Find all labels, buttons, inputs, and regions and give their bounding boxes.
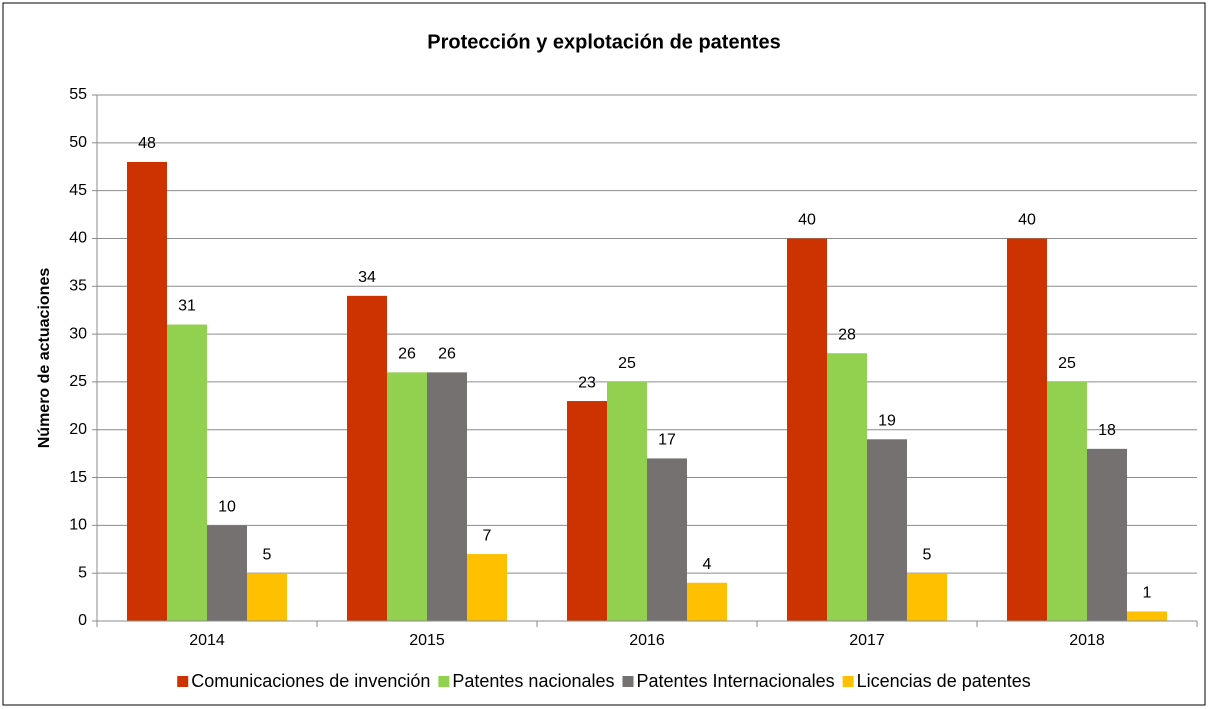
- bar: [907, 573, 947, 621]
- bar: [1007, 238, 1047, 622]
- x-tick-label: 2014: [189, 632, 225, 649]
- y-tick-label: 5: [78, 564, 87, 581]
- legend-label: Comunicaciones de invención: [191, 671, 430, 691]
- data-label: 18: [1098, 422, 1116, 439]
- data-label: 34: [358, 269, 376, 286]
- bar: [787, 238, 827, 622]
- x-tick-label: 2016: [629, 632, 665, 649]
- bar: [1047, 381, 1087, 621]
- data-label: 28: [838, 326, 856, 343]
- legend-swatch: [622, 676, 634, 687]
- bar: [607, 381, 647, 621]
- y-tick-label: 0: [78, 612, 87, 629]
- bar: [687, 582, 727, 621]
- bar: [167, 324, 207, 621]
- bar: [867, 439, 907, 621]
- bar: [387, 372, 427, 621]
- data-label: 5: [263, 546, 272, 563]
- bar: [567, 401, 607, 621]
- data-label: 48: [138, 135, 156, 152]
- bar: [347, 295, 387, 621]
- bar: [1127, 611, 1167, 621]
- data-label: 26: [438, 346, 456, 363]
- y-tick-label: 30: [69, 325, 87, 342]
- bar: [207, 525, 247, 621]
- data-label: 17: [658, 432, 676, 449]
- y-axis-label: Número de actuaciones: [36, 268, 53, 449]
- bar: [247, 573, 287, 621]
- y-tick-label: 40: [69, 230, 87, 247]
- bar: [427, 372, 467, 621]
- bar: [647, 458, 687, 621]
- legend-swatch: [438, 676, 450, 687]
- y-tick-label: 10: [69, 517, 87, 534]
- legend-label: Licencias de patentes: [857, 671, 1031, 691]
- data-label: 1: [1143, 585, 1152, 602]
- y-tick-label: 15: [69, 469, 87, 486]
- data-label: 40: [798, 212, 816, 229]
- legend-swatch: [842, 676, 854, 687]
- legend-label: Patentes Internacionales: [637, 671, 835, 691]
- data-label: 31: [178, 298, 196, 315]
- legend-swatch: [177, 676, 189, 687]
- data-label: 40: [1018, 212, 1036, 229]
- data-label: 25: [618, 355, 636, 372]
- y-tick-label: 20: [69, 421, 87, 438]
- bar: [127, 161, 167, 622]
- x-tick-label: 2015: [409, 632, 445, 649]
- legend-label: Patentes nacionales: [452, 671, 614, 691]
- data-label: 4: [703, 556, 712, 573]
- bar: [1087, 448, 1127, 621]
- x-tick-label: 2017: [849, 632, 885, 649]
- y-tick-label: 35: [69, 277, 87, 294]
- y-tick-label: 50: [69, 134, 87, 151]
- y-tick-label: 45: [69, 182, 87, 199]
- y-tick-label: 55: [69, 86, 87, 103]
- data-label: 25: [1058, 355, 1076, 372]
- data-label: 26: [398, 346, 416, 363]
- x-tick-label: 2018: [1069, 632, 1105, 649]
- bar: [827, 353, 867, 621]
- y-tick-label: 25: [69, 373, 87, 390]
- data-label: 5: [923, 546, 932, 563]
- chart-title: Protección y explotación de patentes: [427, 31, 780, 53]
- data-label: 19: [878, 413, 896, 430]
- data-label: 23: [578, 374, 596, 391]
- bar: [467, 554, 507, 621]
- data-label: 7: [483, 527, 492, 544]
- data-label: 10: [218, 499, 236, 516]
